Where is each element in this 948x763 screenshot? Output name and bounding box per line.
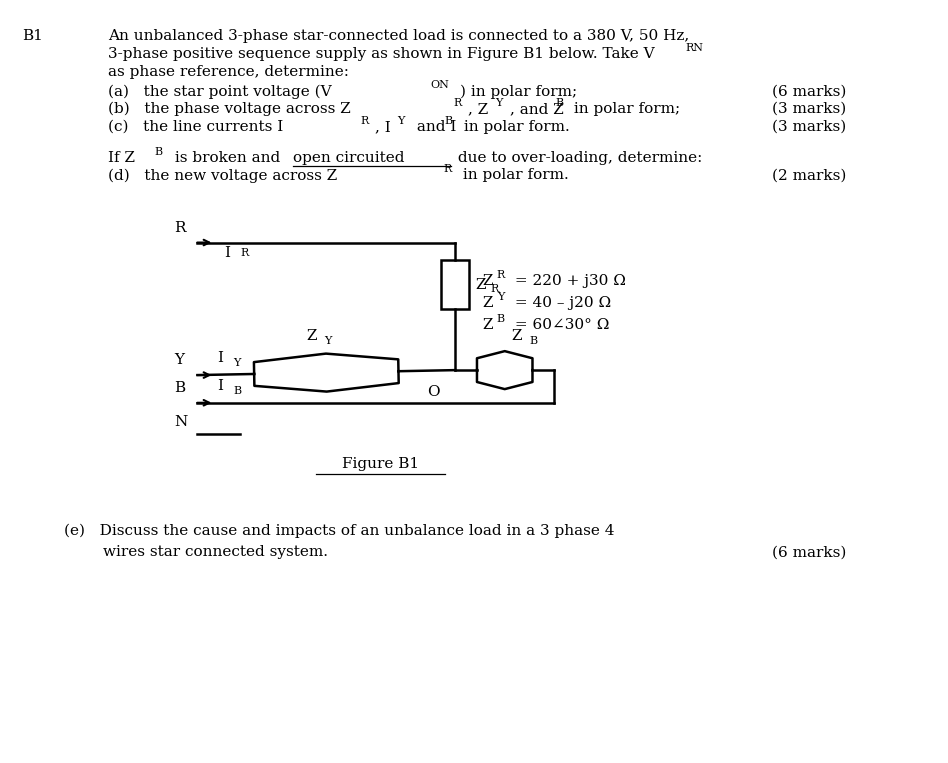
Text: = 60∠30° Ω: = 60∠30° Ω	[510, 317, 609, 332]
Text: ) in polar form;: ) in polar form;	[460, 84, 577, 98]
Text: in polar form.: in polar form.	[458, 169, 569, 182]
Text: (3 marks): (3 marks)	[773, 120, 847, 134]
Text: 3-phase positive sequence supply as shown in Figure B1 below. Take V: 3-phase positive sequence supply as show…	[108, 47, 655, 61]
Text: , Z: , Z	[468, 102, 488, 116]
Text: Y: Y	[324, 336, 332, 346]
Text: Z: Z	[482, 317, 492, 332]
Text: as phase reference, determine:: as phase reference, determine:	[108, 65, 349, 79]
Text: Z: Z	[482, 296, 492, 310]
Text: and I: and I	[411, 120, 456, 134]
Text: B: B	[155, 146, 163, 156]
Text: = 220 + j30 Ω: = 220 + j30 Ω	[510, 274, 626, 288]
Text: R: R	[497, 270, 505, 280]
Text: = 40 – j20 Ω: = 40 – j20 Ω	[510, 296, 611, 310]
Text: Z: Z	[482, 274, 492, 288]
Text: Y: Y	[396, 116, 404, 126]
Text: N: N	[174, 416, 188, 430]
Text: B: B	[445, 116, 452, 126]
Text: (3 marks): (3 marks)	[773, 102, 847, 116]
Text: Y: Y	[497, 292, 504, 302]
Text: B: B	[530, 336, 538, 346]
Text: B: B	[233, 386, 241, 396]
Bar	[441, 260, 469, 309]
Text: (6 marks): (6 marks)	[773, 84, 847, 98]
Text: (e)   Discuss the cause and impacts of an unbalance load in a 3 phase 4: (e) Discuss the cause and impacts of an …	[64, 523, 614, 538]
Text: , I: , I	[374, 120, 391, 134]
Text: in polar form;: in polar form;	[569, 102, 681, 116]
Text: Z: Z	[475, 278, 485, 291]
Text: , and Z: , and Z	[510, 102, 563, 116]
Text: in polar form.: in polar form.	[459, 120, 570, 134]
Text: B: B	[497, 314, 505, 324]
Text: R: R	[491, 284, 499, 294]
Text: R: R	[360, 116, 368, 126]
Text: Y: Y	[174, 353, 185, 367]
Text: (2 marks): (2 marks)	[773, 169, 847, 182]
Text: Z: Z	[512, 330, 522, 343]
Text: I: I	[217, 379, 224, 393]
Text: Z: Z	[306, 330, 317, 343]
Text: B: B	[556, 98, 563, 108]
Text: O: O	[428, 385, 440, 399]
Text: ON: ON	[430, 80, 449, 90]
Text: I: I	[225, 246, 230, 259]
Text: (a)   the star point voltage (V: (a) the star point voltage (V	[108, 84, 332, 98]
Text: If Z: If Z	[108, 150, 136, 165]
Text: RN: RN	[685, 43, 703, 53]
Text: wires star connected system.: wires star connected system.	[64, 546, 328, 559]
Text: R: R	[174, 221, 186, 234]
Text: B: B	[174, 381, 186, 395]
Text: is broken and: is broken and	[170, 150, 284, 165]
Text: An unbalanced 3-phase star-connected load is connected to a 380 V, 50 Hz,: An unbalanced 3-phase star-connected loa…	[108, 29, 689, 43]
Text: Figure B1: Figure B1	[342, 457, 419, 472]
Text: R: R	[444, 164, 451, 175]
Text: R: R	[453, 98, 462, 108]
Text: B1: B1	[22, 29, 43, 43]
Text: Y: Y	[495, 98, 502, 108]
Text: Y: Y	[233, 358, 241, 368]
Text: (c)   the line currents I: (c) the line currents I	[108, 120, 283, 134]
Text: I: I	[217, 351, 224, 365]
Text: (6 marks): (6 marks)	[773, 546, 847, 559]
Text: open circuited: open circuited	[293, 150, 404, 165]
Text: due to over-loading, determine:: due to over-loading, determine:	[453, 150, 702, 165]
Text: (b)   the phase voltage across Z: (b) the phase voltage across Z	[108, 102, 351, 117]
Text: R: R	[240, 249, 248, 259]
Text: (d)   the new voltage across Z: (d) the new voltage across Z	[108, 169, 337, 183]
